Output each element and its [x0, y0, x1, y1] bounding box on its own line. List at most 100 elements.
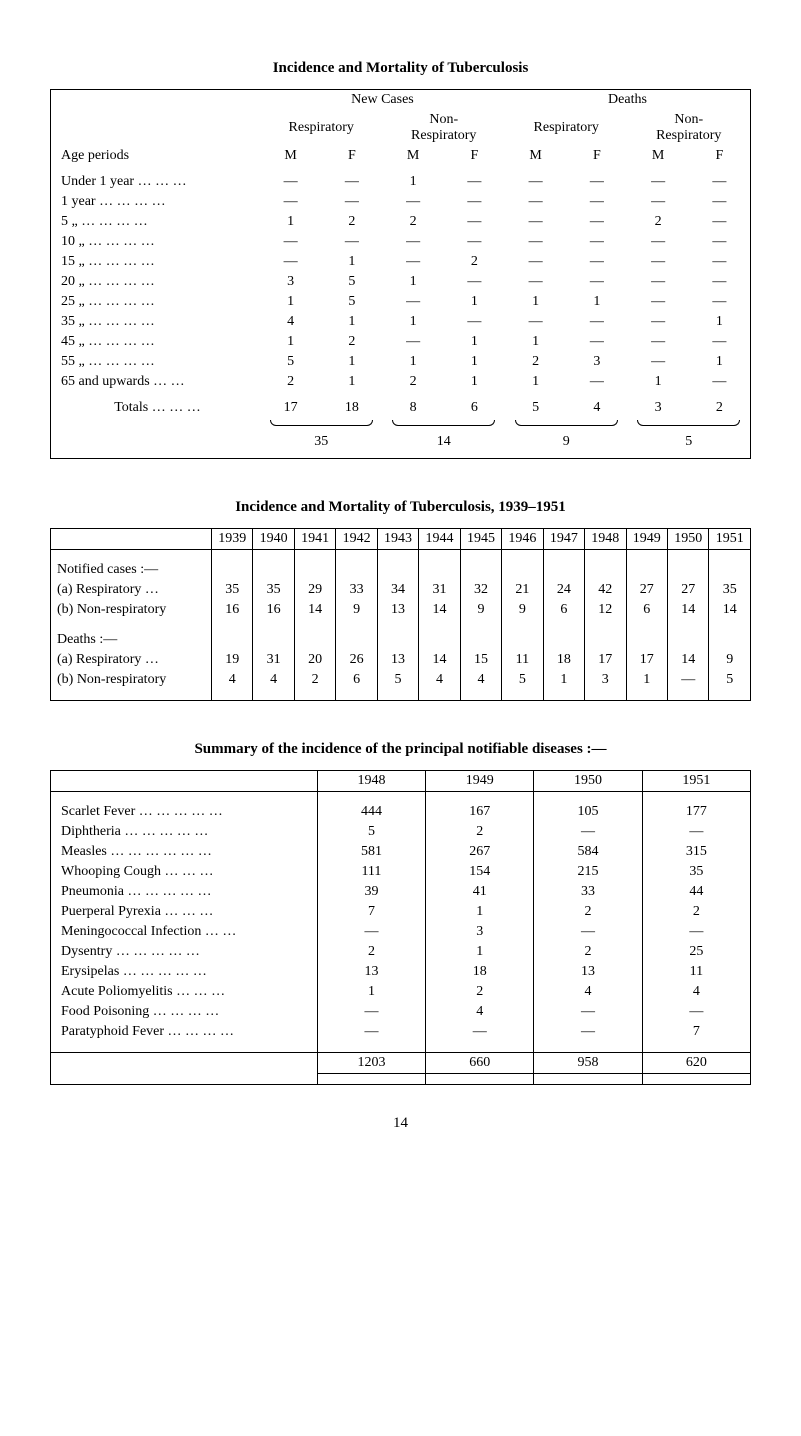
t2-year: 1951 [709, 529, 751, 550]
t3-cell: 41 [426, 882, 534, 902]
t1-gtot-2: 9 [505, 432, 628, 452]
t1-cell: 1 [444, 332, 505, 352]
t1-cell: — [444, 212, 505, 232]
t2-year: 1948 [585, 529, 626, 550]
t1-cell: — [689, 212, 751, 232]
t3-cell: 581 [317, 842, 425, 862]
t1-cell: — [382, 252, 443, 272]
t2-year: 1947 [543, 529, 584, 550]
t3-cell: — [534, 822, 642, 842]
t1-sub-resp2: Respiratory [505, 110, 628, 146]
t1-cell: — [382, 232, 443, 252]
t1-cell: 5 [321, 292, 382, 312]
table2-title: Incidence and Mortality of Tuberculosis,… [50, 499, 751, 516]
t3-cell: 33 [534, 882, 642, 902]
t3-row-label: Pneumonia … … … … … [51, 882, 318, 902]
t1-tot-7: 2 [689, 398, 751, 418]
t1-cell: — [260, 192, 321, 212]
t1-cell: — [260, 172, 321, 192]
t3-cell: 2 [534, 902, 642, 922]
t2-cell: 5 [502, 670, 543, 690]
t1-mf-7: F [689, 146, 751, 166]
t3-cell: — [642, 822, 750, 842]
t3-cell: — [317, 1022, 425, 1042]
t2-cell: 14 [709, 600, 751, 620]
t3-tot-0: 1203 [317, 1053, 425, 1074]
t1-tot-0: 17 [260, 398, 321, 418]
t3-cell: — [317, 922, 425, 942]
t1-row-label: 55 „ … … … … [51, 352, 260, 372]
t1-cell: — [566, 372, 627, 392]
t2-year: 1946 [502, 529, 543, 550]
t3-cell: — [534, 922, 642, 942]
t3-cell: 4 [426, 1002, 534, 1022]
t1-cell: — [689, 192, 751, 212]
table1: New Cases Deaths Respiratory Non- Respir… [50, 89, 751, 459]
t3-cell: 315 [642, 842, 750, 862]
t2-cell: 14 [419, 650, 460, 670]
t1-cell: — [627, 352, 688, 372]
t2-cell: 4 [460, 670, 501, 690]
t2-cell: 20 [294, 650, 335, 670]
t3-cell: 18 [426, 962, 534, 982]
t1-cell: — [505, 212, 566, 232]
t1-tot-1: 18 [321, 398, 382, 418]
t1-cell: 2 [260, 372, 321, 392]
t1-gtot-0: 35 [260, 432, 383, 452]
t2-cell: 19 [212, 650, 253, 670]
t1-cell: — [505, 252, 566, 272]
t1-cell: 1 [321, 252, 382, 272]
t3-y3: 1951 [642, 771, 750, 792]
t1-new-cases-header: New Cases [260, 90, 505, 111]
t1-sub-resp1: Respiratory [260, 110, 383, 146]
t3-row-label: Dysentry … … … … … [51, 942, 318, 962]
t3-cell: 2 [317, 942, 425, 962]
t2-cell: 29 [294, 580, 335, 600]
t1-row-label: 10 „ … … … … [51, 232, 260, 252]
t3-row-label: Paratyphoid Fever … … … … [51, 1022, 318, 1042]
t1-cell: 1 [260, 212, 321, 232]
t1-cell: — [566, 232, 627, 252]
t2-cell: 9 [502, 600, 543, 620]
t2-cell: 14 [419, 600, 460, 620]
t3-row-label: Meningococcal Infection … … [51, 922, 318, 942]
t1-cell: — [505, 232, 566, 252]
t1-cell: — [260, 252, 321, 272]
t2-cell: 1 [626, 670, 667, 690]
t3-cell: 177 [642, 802, 750, 822]
t3-cell: 215 [534, 862, 642, 882]
t2-row-label: (b) Non-respiratory [51, 600, 212, 620]
t1-cell: 1 [566, 292, 627, 312]
t1-cell: — [444, 192, 505, 212]
t1-sub-nonresp1: Non- Respiratory [382, 110, 505, 146]
t1-cell: — [689, 252, 751, 272]
t2-year: 1942 [336, 529, 377, 550]
t1-cell: 3 [566, 352, 627, 372]
t1-cell: — [627, 312, 688, 332]
t3-cell: 44 [642, 882, 750, 902]
t1-sub-nonresp2: Non- Respiratory [627, 110, 750, 146]
t3-cell: 167 [426, 802, 534, 822]
t1-cell: 1 [382, 352, 443, 372]
t3-cell: 267 [426, 842, 534, 862]
t1-cell: — [627, 272, 688, 292]
t1-cell: 1 [505, 332, 566, 352]
table1-title: Incidence and Mortality of Tuberculosis [50, 60, 751, 77]
t1-cell: 1 [321, 352, 382, 372]
t1-deaths-header: Deaths [505, 90, 751, 111]
t1-cell: 4 [260, 312, 321, 332]
brace-2 [382, 418, 505, 432]
t2-cell: 42 [585, 580, 626, 600]
t1-row-label: 35 „ … … … … [51, 312, 260, 332]
t2-cell: 4 [212, 670, 253, 690]
t2-cell: 6 [543, 600, 584, 620]
t3-cell: 584 [534, 842, 642, 862]
t1-mf-3: F [444, 146, 505, 166]
brace-4 [627, 418, 750, 432]
t1-cell: — [627, 332, 688, 352]
t1-cell: — [689, 372, 751, 392]
t1-cell: — [689, 292, 751, 312]
t2-cell: 12 [585, 600, 626, 620]
t1-cell: 5 [260, 352, 321, 372]
t1-cell: 2 [321, 332, 382, 352]
